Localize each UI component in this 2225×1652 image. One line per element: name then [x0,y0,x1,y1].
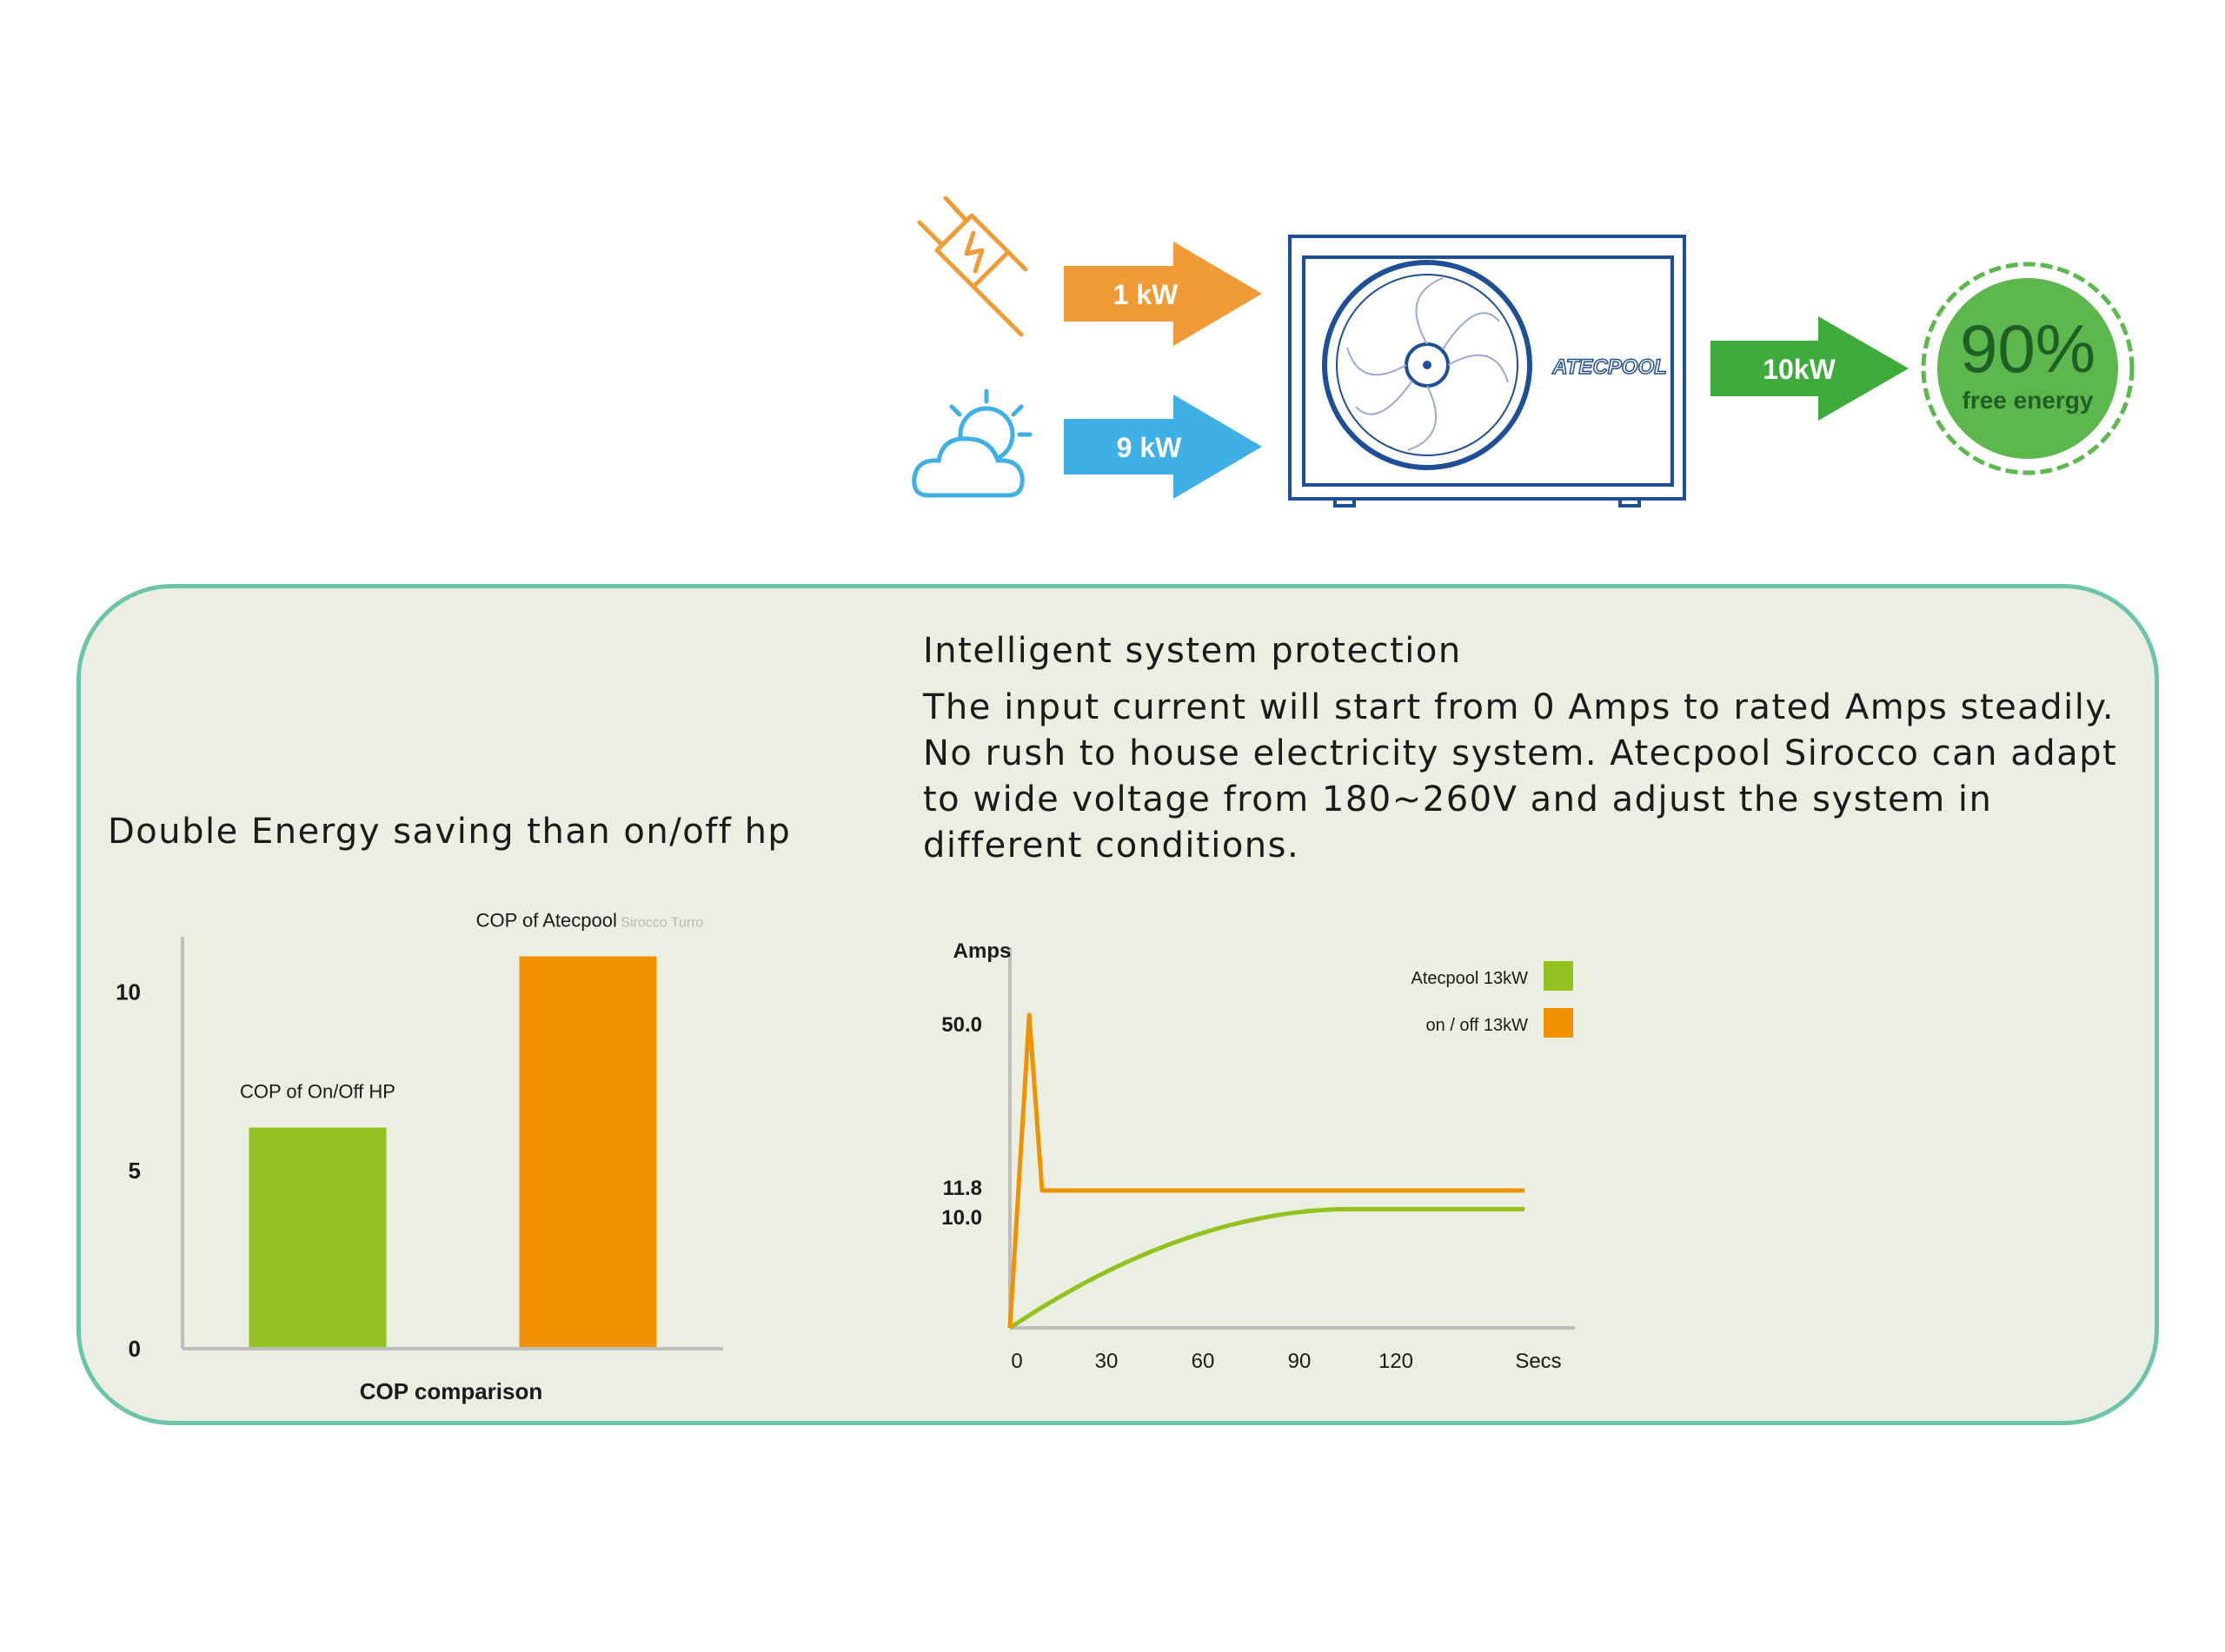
sun-cloud-icon [912,388,1033,498]
free-energy-badge [1921,262,2135,475]
y-tick-label: 0 [129,1336,141,1362]
bar [519,956,657,1347]
x-axis-title: COP comparison [360,1378,542,1404]
x-tick-label: 30 [1095,1350,1119,1373]
feature-panel [76,584,2159,1425]
electric-plug-icon [917,196,1028,337]
x-tick-label: 60 [1192,1350,1215,1373]
badge-value: 90% [1960,310,2095,387]
bar-label-suffix: Sirocco Turro [617,916,704,931]
legend-swatch [1544,961,1573,991]
electric-input-label: 1 kW [1113,279,1179,310]
ambient-input-label: 9 kW [1117,432,1182,463]
y-tick-label: 5 [129,1158,141,1184]
bar [249,1127,387,1347]
legend-swatch [1544,1008,1573,1038]
y-tick-label: 11.8 [943,1177,982,1200]
output-arrow [1710,316,1909,421]
legend-label: Atecpool 13kW [1411,969,1528,988]
y-tick-label: 50.0 [941,1013,982,1037]
series-line [1008,1206,1524,1330]
protection-description: The input current will start from 0 Amps… [923,687,2118,866]
badge-label: free energy [1963,387,2094,414]
x-tick-label: 90 [1288,1350,1312,1373]
ambient-input-arrow [1064,395,1262,499]
y-tick-label: 10 [116,979,141,1005]
x-tick-label: 0 [1011,1350,1022,1373]
cop-bar-chart: 0 5 10 COP of On/Off HP COP of Atecpool Siro… [116,910,723,1404]
right-heading: Intelligent system protection [923,631,1462,671]
legend-label: on / off 13kW [1426,1016,1529,1035]
left-heading: Double Energy saving than on/off hp [108,812,792,852]
brand-logo: ATECPOOL [1551,355,1667,379]
energy-flow-diagram: 1 kW 9 kW ATECPOOL 10kW 90% free energy [912,196,2135,508]
x-axis-title: Secs [1515,1350,1561,1373]
y-axis-title: Amps [953,939,1012,963]
bar-label: COP of Atecpool Sirocco Turro [476,910,704,932]
bar-label: COP of On/Off HP [240,1081,395,1103]
heat-pump-unit [1288,235,1686,508]
electric-input-arrow [1064,242,1262,346]
output-label: 10kW [1763,354,1836,385]
y-tick-label: 10.0 [941,1206,982,1230]
x-tick-label: 120 [1378,1350,1413,1373]
amps-line-chart: Amps 10.0 11.8 50.0 0 30 60 90 120 Secs Atecpool 1… [941,939,1575,1373]
series-line [1007,1012,1524,1329]
